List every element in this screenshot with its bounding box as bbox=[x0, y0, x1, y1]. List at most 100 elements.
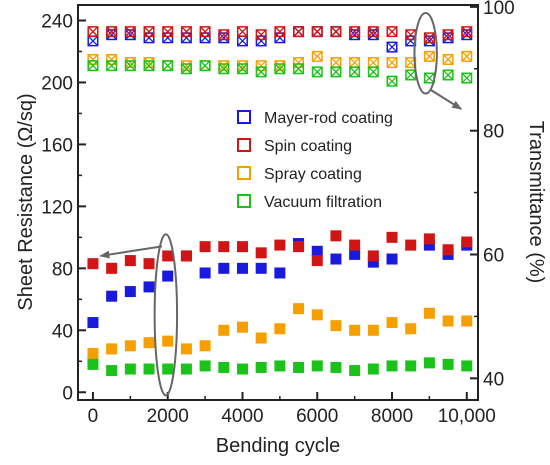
y-left-tick-label: 240 bbox=[41, 11, 73, 32]
point-spin-coating-transmittance bbox=[124, 26, 136, 38]
point-spin-coating-sheet-resistance bbox=[199, 241, 211, 253]
legend-swatch-vacuum-filtration bbox=[237, 194, 251, 208]
point-vacuum-filtration-transmittance bbox=[442, 69, 454, 81]
point-spin-coating-transmittance bbox=[236, 26, 248, 38]
legend-swatch-mayer-rod-coating bbox=[237, 110, 251, 124]
point-spin-coating-sheet-resistance bbox=[461, 236, 473, 248]
point-vacuum-filtration-transmittance bbox=[218, 63, 230, 75]
point-spray-coating-transmittance bbox=[386, 57, 398, 69]
x-tick-label: 2000 bbox=[147, 406, 189, 427]
point-spin-coating-sheet-resistance bbox=[87, 258, 99, 270]
point-vacuum-filtration-transmittance bbox=[143, 60, 155, 72]
point-spray-coating-sheet-resistance bbox=[349, 324, 361, 336]
y-right-tick-label: 60 bbox=[483, 246, 504, 267]
point-mayer-rod-coating-sheet-resistance bbox=[386, 253, 398, 265]
point-vacuum-filtration-transmittance bbox=[274, 63, 286, 75]
y-right-tick-label: 100 bbox=[483, 0, 515, 19]
point-mayer-rod-coating-sheet-resistance bbox=[199, 267, 211, 279]
annotation-ellipse bbox=[153, 233, 179, 397]
point-vacuum-filtration-transmittance bbox=[311, 66, 323, 78]
point-spray-coating-sheet-resistance bbox=[87, 348, 99, 360]
x-axis-title: Bending cycle bbox=[216, 435, 341, 457]
point-mayer-rod-coating-sheet-resistance bbox=[349, 248, 361, 260]
x-tick-label: 8000 bbox=[371, 406, 413, 427]
point-spin-coating-transmittance bbox=[199, 26, 211, 38]
point-spin-coating-transmittance bbox=[461, 26, 473, 38]
point-mayer-rod-coating-sheet-resistance bbox=[311, 245, 323, 257]
point-spin-coating-transmittance bbox=[423, 32, 435, 44]
point-spray-coating-sheet-resistance bbox=[199, 340, 211, 352]
y-right-tick-label: 40 bbox=[483, 369, 504, 390]
point-spin-coating-sheet-resistance bbox=[367, 250, 379, 262]
point-spin-coating-sheet-resistance bbox=[143, 258, 155, 270]
legend-label-mayer-rod-coating: Mayer-rod coating bbox=[264, 110, 393, 127]
point-vacuum-filtration-sheet-resistance bbox=[143, 363, 155, 375]
point-mayer-rod-coating-sheet-resistance bbox=[423, 239, 435, 251]
point-spin-coating-transmittance bbox=[87, 26, 99, 38]
point-spin-coating-transmittance bbox=[143, 26, 155, 38]
point-spin-coating-sheet-resistance bbox=[311, 255, 323, 267]
point-vacuum-filtration-transmittance bbox=[405, 69, 417, 81]
point-spray-coating-sheet-resistance bbox=[405, 323, 417, 335]
point-vacuum-filtration-transmittance bbox=[367, 66, 379, 78]
point-spray-coating-sheet-resistance bbox=[461, 315, 473, 327]
point-spray-coating-sheet-resistance bbox=[386, 317, 398, 329]
point-vacuum-filtration-sheet-resistance bbox=[349, 365, 361, 377]
point-spin-coating-sheet-resistance bbox=[423, 233, 435, 245]
point-spin-coating-sheet-resistance bbox=[218, 241, 230, 253]
x-tick-label: 0 bbox=[88, 406, 99, 427]
point-spin-coating-sheet-resistance bbox=[106, 262, 118, 274]
y-right-tick-label: 80 bbox=[483, 122, 504, 143]
annotation-arrow bbox=[429, 88, 463, 110]
point-mayer-rod-coating-sheet-resistance bbox=[367, 256, 379, 268]
legend-label-vacuum-filtration: Vacuum filtration bbox=[264, 194, 382, 211]
point-mayer-rod-coating-sheet-resistance bbox=[143, 281, 155, 293]
point-spray-coating-transmittance bbox=[367, 57, 379, 69]
point-mayer-rod-coating-sheet-resistance bbox=[330, 253, 342, 265]
point-vacuum-filtration-sheet-resistance bbox=[293, 361, 305, 373]
point-vacuum-filtration-sheet-resistance bbox=[124, 363, 136, 375]
point-vacuum-filtration-sheet-resistance bbox=[367, 363, 379, 375]
point-mayer-rod-coating-sheet-resistance bbox=[106, 290, 118, 302]
point-spin-coating-sheet-resistance bbox=[442, 244, 454, 256]
point-spin-coating-sheet-resistance bbox=[124, 255, 136, 267]
point-spray-coating-transmittance bbox=[349, 57, 361, 69]
x-tick-label: 10,000 bbox=[438, 406, 496, 427]
point-vacuum-filtration-transmittance bbox=[293, 63, 305, 75]
annotation-arrow bbox=[99, 245, 163, 259]
point-spin-coating-sheet-resistance bbox=[180, 250, 192, 262]
point-vacuum-filtration-sheet-resistance bbox=[423, 357, 435, 369]
point-mayer-rod-coating-transmittance bbox=[386, 41, 398, 53]
point-vacuum-filtration-transmittance bbox=[124, 60, 136, 72]
point-spray-coating-sheet-resistance bbox=[311, 309, 323, 321]
point-spin-coating-sheet-resistance bbox=[386, 231, 398, 243]
x-axis-ticks: 0 2000 4000 6000 8000 10,000 bbox=[88, 392, 496, 427]
point-spin-coating-sheet-resistance bbox=[274, 239, 286, 251]
point-vacuum-filtration-transmittance bbox=[180, 63, 192, 75]
annotations bbox=[99, 12, 463, 397]
point-spin-coating-transmittance bbox=[255, 29, 267, 41]
point-spray-coating-sheet-resistance bbox=[330, 320, 342, 332]
point-vacuum-filtration-transmittance bbox=[461, 72, 473, 84]
point-spin-coating-transmittance bbox=[106, 26, 118, 38]
point-vacuum-filtration-transmittance bbox=[236, 63, 248, 75]
plot-frame bbox=[77, 4, 479, 401]
point-spray-coating-sheet-resistance bbox=[274, 323, 286, 335]
point-spin-coating-transmittance bbox=[311, 26, 323, 38]
point-spray-coating-transmittance bbox=[461, 50, 473, 62]
annotation-ellipse bbox=[413, 12, 438, 95]
point-vacuum-filtration-transmittance bbox=[162, 60, 174, 72]
point-mayer-rod-coating-sheet-resistance bbox=[274, 267, 286, 279]
point-vacuum-filtration-sheet-resistance bbox=[180, 363, 192, 375]
point-mayer-rod-coating-transmittance bbox=[236, 35, 248, 47]
point-vacuum-filtration-sheet-resistance bbox=[461, 360, 473, 372]
point-vacuum-filtration-sheet-resistance bbox=[87, 358, 99, 370]
point-mayer-rod-coating-sheet-resistance bbox=[236, 262, 248, 274]
point-mayer-rod-coating-sheet-resistance bbox=[87, 317, 99, 329]
point-spray-coating-sheet-resistance bbox=[367, 324, 379, 336]
point-spin-coating-sheet-resistance bbox=[330, 230, 342, 242]
y-left-tick-label: 40 bbox=[52, 321, 73, 342]
point-spin-coating-transmittance bbox=[386, 26, 398, 38]
x-tick-label: 4000 bbox=[221, 406, 263, 427]
point-vacuum-filtration-sheet-resistance bbox=[106, 365, 118, 377]
